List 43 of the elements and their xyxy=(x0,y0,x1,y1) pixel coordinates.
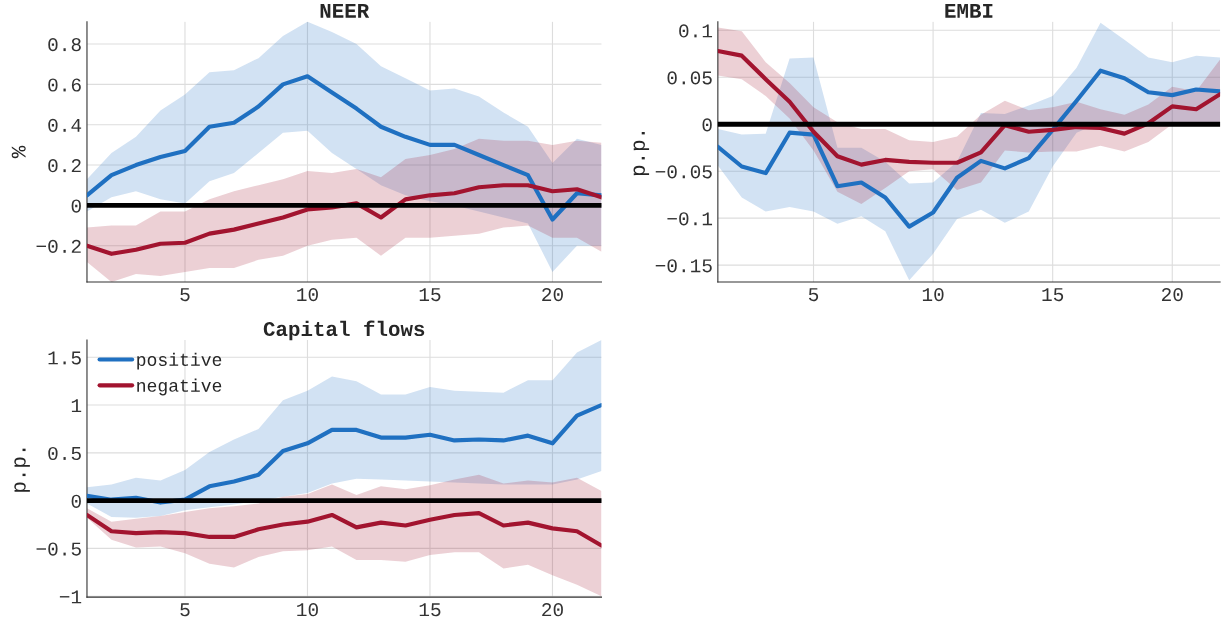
y-tick-label: 0.4 xyxy=(48,118,82,132)
y-tick-label: −0.5 xyxy=(36,542,81,556)
y-axis-title: % xyxy=(11,145,26,159)
y-axis-title: p.p. xyxy=(14,448,30,492)
x-tick-label: 20 xyxy=(542,287,563,302)
y-tick-label: 0.05 xyxy=(667,71,712,85)
x-tick-label: 15 xyxy=(1042,288,1064,302)
line-series xyxy=(86,74,602,222)
y-tick-label: −0.1 xyxy=(667,212,713,226)
y-tick-label: 1 xyxy=(71,399,82,413)
legend-label: positive xyxy=(137,352,222,370)
line-series xyxy=(86,183,602,256)
chart-title: EMBI xyxy=(945,3,993,18)
line-series xyxy=(86,510,602,548)
x-tick-label: 15 xyxy=(419,603,441,617)
y-tick-label: 0 xyxy=(702,118,712,132)
y-tick-label: 0.2 xyxy=(48,159,81,173)
x-tick-label: 20 xyxy=(1161,287,1183,302)
y-tick-label: 0.1 xyxy=(679,24,713,38)
y-tick-label: 0.5 xyxy=(48,446,81,461)
x-tick-label: 10 xyxy=(922,287,944,302)
line-series xyxy=(717,68,1221,229)
legend-label: negative xyxy=(137,378,222,396)
x-tick-label: 20 xyxy=(542,603,563,617)
y-tick-label: 0 xyxy=(71,199,81,213)
y-tick-label: −0.05 xyxy=(655,165,712,179)
y-tick-label: −1 xyxy=(59,590,82,604)
y-tick-label: 0.6 xyxy=(48,78,81,92)
chart-title: NEER xyxy=(320,3,370,18)
x-tick-label: 5 xyxy=(180,288,190,302)
y-tick-label: −0.15 xyxy=(655,259,712,273)
y-tick-label: 0 xyxy=(71,494,81,508)
x-tick-label: 5 xyxy=(180,603,190,617)
x-tick-label: 5 xyxy=(808,288,819,302)
y-tick-label: 1.5 xyxy=(48,351,81,365)
line-series xyxy=(717,48,1221,167)
x-tick-label: 10 xyxy=(297,603,318,617)
y-tick-label: 0.8 xyxy=(48,38,81,52)
y-tick-label: −0.2 xyxy=(36,239,81,253)
chart-title: Capital flows xyxy=(263,320,425,341)
y-axis-title: p.p. xyxy=(633,132,650,176)
x-tick-label: 10 xyxy=(297,287,318,302)
x-tick-label: 15 xyxy=(419,288,441,302)
